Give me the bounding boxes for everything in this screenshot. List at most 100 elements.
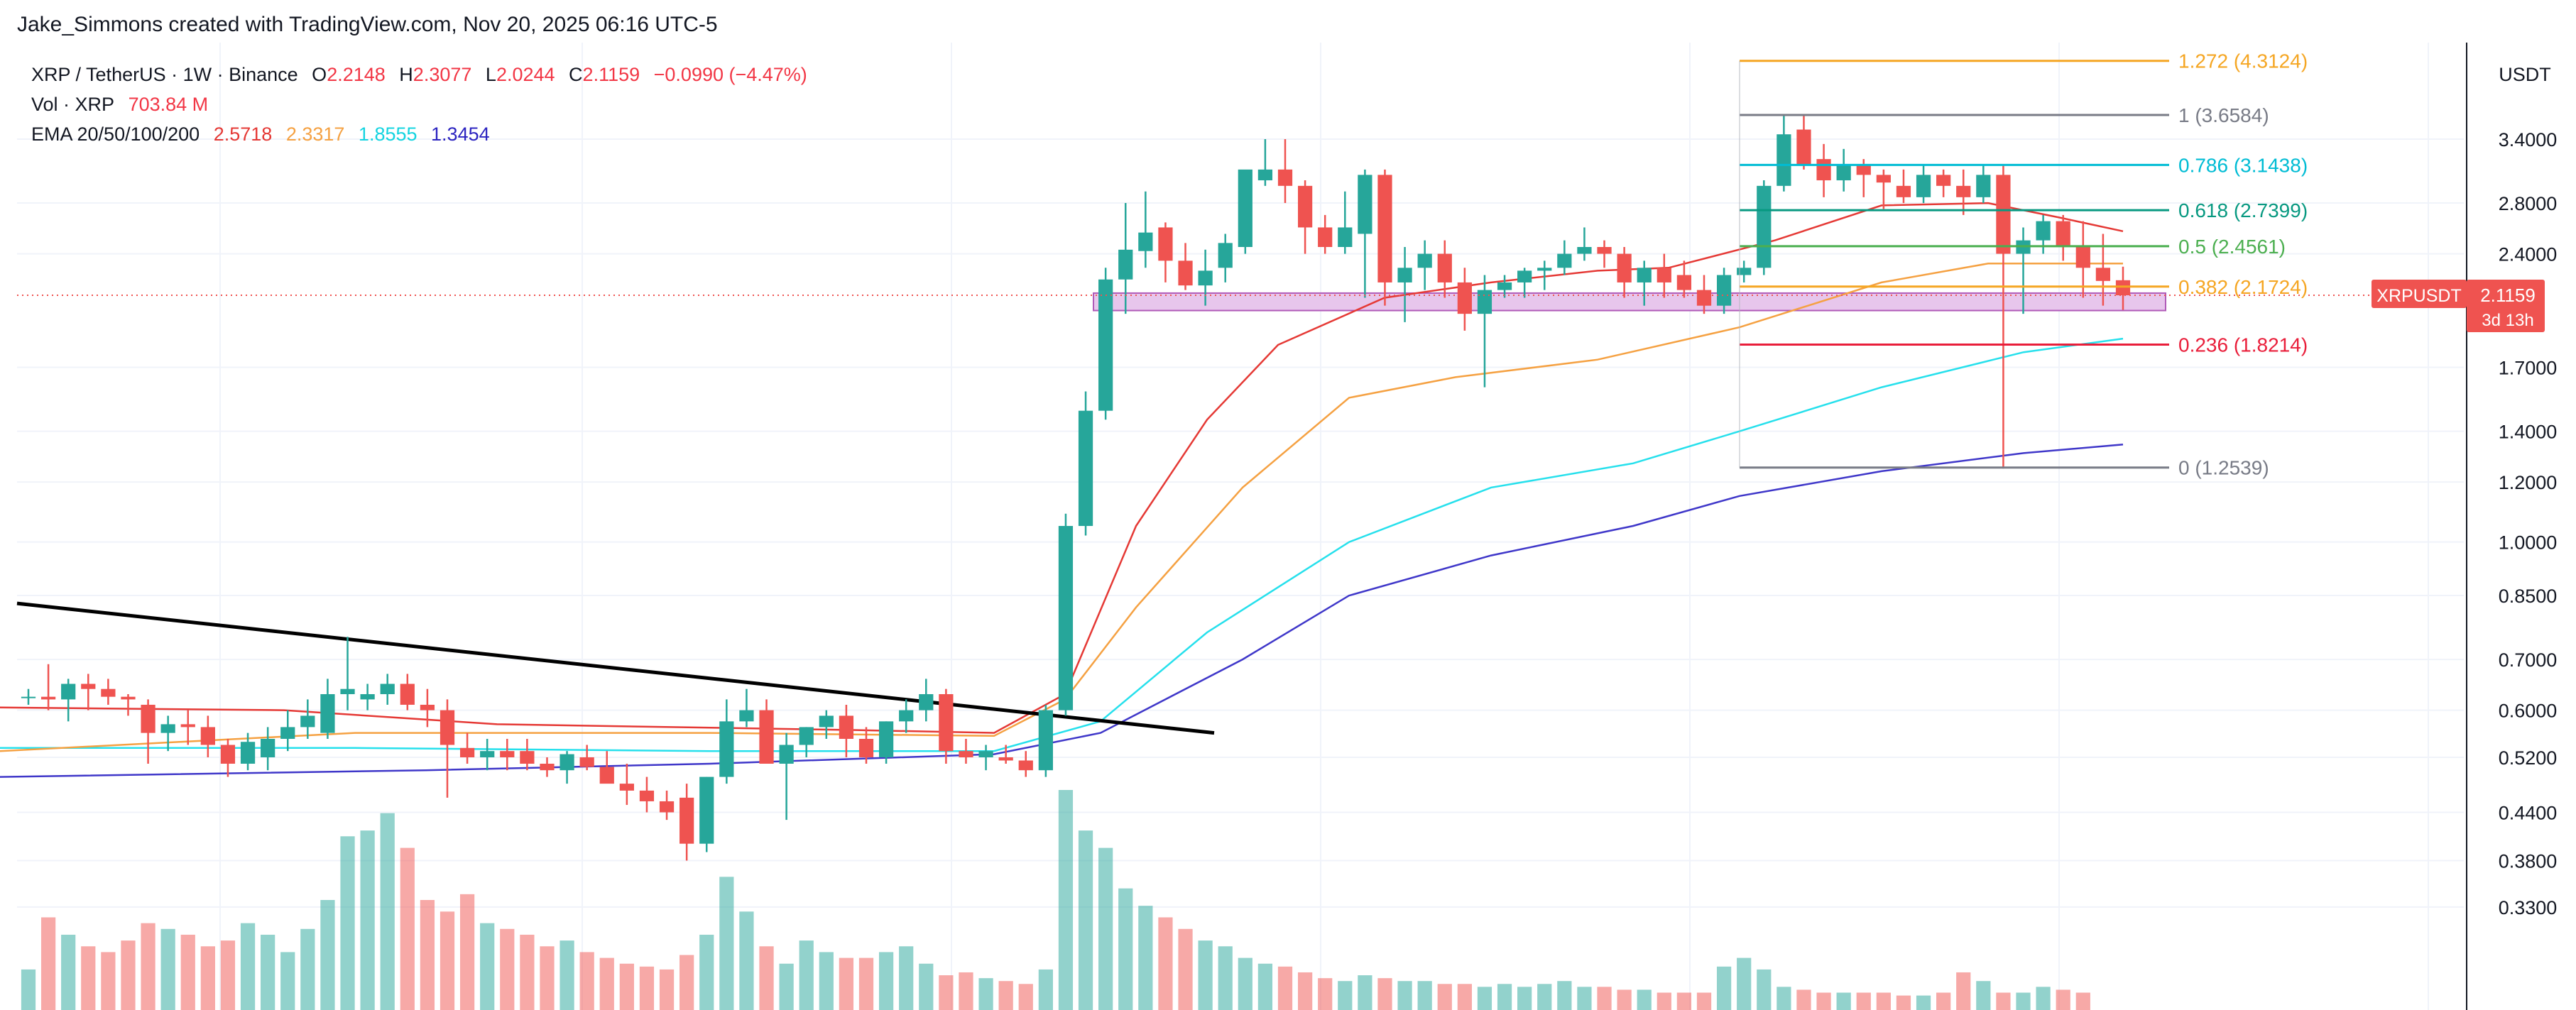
candle (1936, 175, 1951, 186)
symbol-label: XRP / TetherUS · 1W · Binance (31, 64, 298, 85)
candle (1996, 175, 2011, 254)
volume-bar (360, 830, 375, 1010)
candle (1297, 185, 1313, 228)
volume-bar (1018, 984, 1033, 1010)
volume-bar (560, 940, 574, 1010)
chart-grid (17, 43, 2464, 1010)
candle (2036, 221, 2051, 241)
volume-bar (240, 923, 256, 1010)
candle (1577, 247, 1592, 254)
price-axis[interactable]: 3.4000 2.8000 2.4000 1.7000 1.4000 1.2000 1.00… (2372, 0, 2576, 1010)
volume-bar (540, 946, 555, 1010)
candle (141, 704, 155, 733)
candle (998, 757, 1013, 761)
symbol-tag-label: XRPUSDT (2376, 286, 2461, 306)
price-tick-label: 1.4000 (2499, 422, 2558, 443)
volume-bar (1457, 984, 1472, 1010)
candle (579, 757, 594, 767)
candle (121, 696, 136, 700)
volume-bar (380, 813, 395, 1010)
volume-bar (1397, 981, 1412, 1010)
candle (1437, 253, 1452, 282)
candle (1058, 526, 1074, 710)
candle (520, 751, 535, 764)
candle (1856, 164, 1871, 175)
candle (1038, 710, 1053, 771)
candle (320, 693, 335, 733)
price-tick-label: 0.8500 (2499, 586, 2558, 607)
fib-level-label: 0.5 (2.4561) (2178, 236, 2286, 258)
current-price-label: 2.1159 (2480, 285, 2536, 306)
volume-bar (200, 946, 215, 1010)
candle (340, 688, 355, 694)
volume-bar (480, 923, 495, 1010)
volume-bar (320, 900, 335, 1010)
price-tick-label: 0.3800 (2499, 850, 2558, 872)
volume-label: Vol · XRP (31, 94, 115, 115)
volume-bar (1836, 992, 1851, 1010)
candle (200, 727, 215, 745)
candle (1816, 159, 1831, 181)
volume-bar (1098, 847, 1113, 1010)
price-tick-label: 1.0000 (2499, 532, 2558, 554)
fib-level-label: 0.236 (1.8214) (2178, 334, 2308, 356)
ema20-value: 2.5718 (213, 123, 273, 145)
candle (1896, 185, 1911, 197)
ema50-value: 2.3317 (285, 123, 345, 145)
high-value: 2.3077 (413, 64, 472, 85)
volume-bar (1318, 978, 1333, 1010)
ema50-line (0, 263, 2123, 752)
candle (1318, 227, 1333, 248)
volume-bar (220, 940, 236, 1010)
watermark-credit: Jake_Simmons created with TradingView.co… (17, 13, 718, 36)
candle (1796, 129, 1811, 165)
volume-bar (1996, 992, 2011, 1010)
volume-value: 703.84 M (128, 94, 209, 115)
volume-bar (1437, 984, 1452, 1010)
candle (81, 684, 96, 689)
candle (300, 715, 315, 728)
currency-unit-label: USDT (2499, 64, 2551, 85)
volume-bar (180, 934, 195, 1010)
candle (2075, 247, 2090, 268)
volume-bar (1138, 906, 1153, 1010)
candle (899, 710, 914, 722)
volume-bar (1477, 987, 1492, 1010)
price-tick-label: 0.3300 (2499, 897, 2558, 918)
candle (1836, 164, 1851, 181)
volume-bar (1676, 992, 1692, 1010)
open-key: O (312, 64, 327, 85)
candle (1557, 253, 1572, 268)
volume-bar (2036, 987, 2051, 1010)
candle (1676, 275, 1692, 290)
fibonacci-retracement: 1.272 (4.3124) 1 (3.6584) 0.786 (3.1438) 0.… (1739, 50, 2308, 479)
fib-level-label: 1.272 (4.3124) (2178, 50, 2308, 72)
low-value: 2.0244 (496, 64, 555, 85)
volume-bar (819, 952, 834, 1010)
volume-bar (959, 972, 973, 1010)
candle (779, 745, 794, 764)
candle (1737, 268, 1752, 275)
candle (619, 784, 634, 791)
volume-bar (1597, 987, 1612, 1010)
volume-bar (1537, 984, 1552, 1010)
candle (1956, 185, 1971, 197)
volume-bar (1178, 928, 1193, 1010)
volume-bar (1956, 972, 1971, 1010)
close-value: 2.1159 (582, 64, 640, 85)
candle (240, 742, 256, 764)
candle (858, 738, 874, 757)
candle (540, 764, 555, 771)
change-value: −0.0990 (−4.47%) (653, 64, 807, 85)
candle (560, 754, 574, 771)
candle (1198, 270, 1213, 286)
volume-bar (1617, 989, 1632, 1010)
candle (878, 721, 894, 757)
volume-bar (1257, 963, 1273, 1010)
volume-bar (1218, 946, 1233, 1010)
candle (639, 790, 655, 801)
candle (1976, 175, 1991, 197)
candle (1277, 169, 1293, 186)
candle (939, 693, 954, 752)
